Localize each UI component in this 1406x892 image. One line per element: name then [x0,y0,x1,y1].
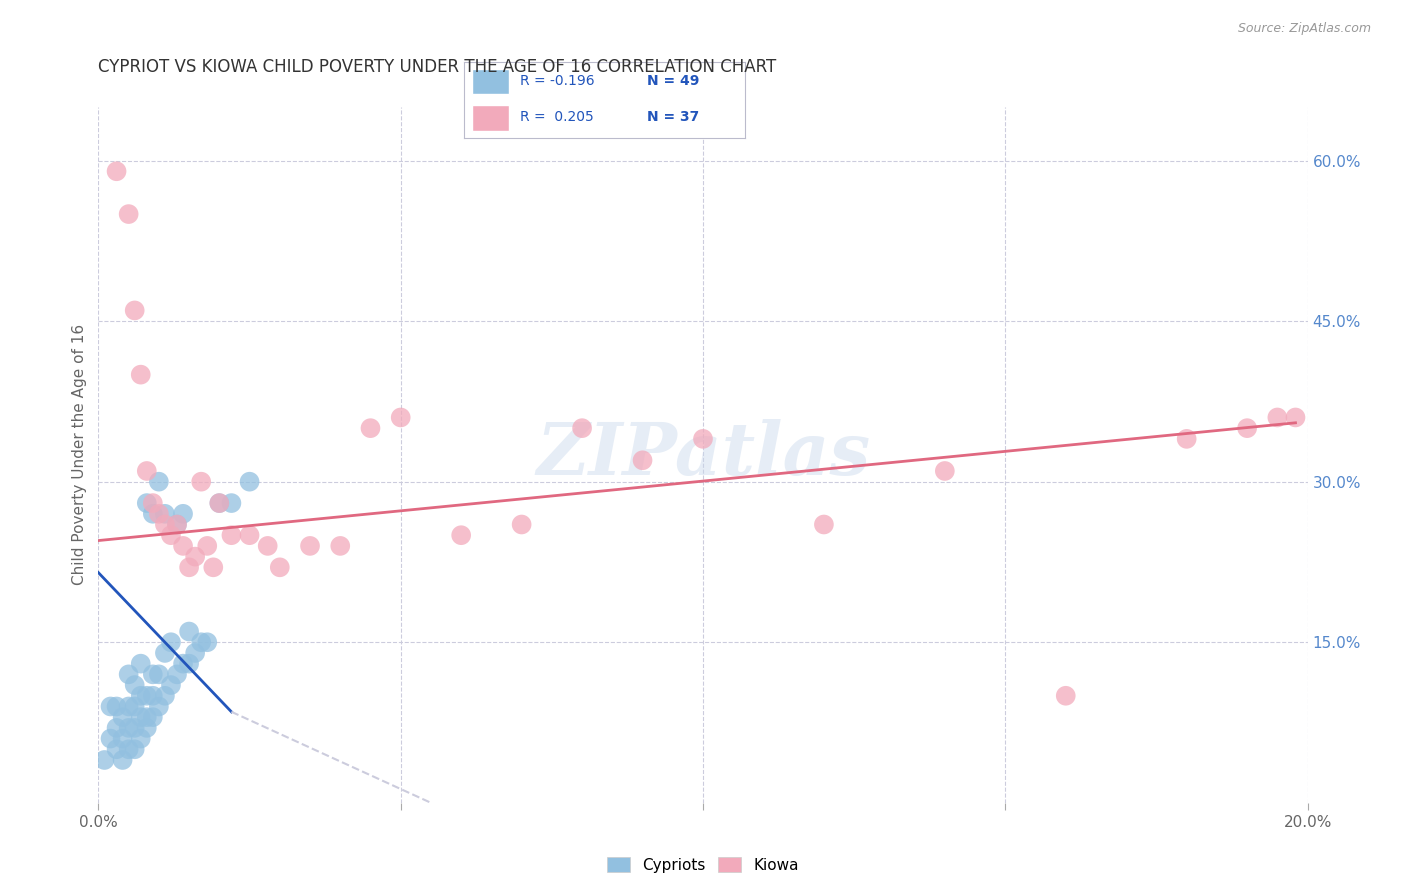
Point [124,303,146,318]
Point [142,667,165,681]
Point [172,539,194,553]
Point [135,496,157,510]
Point [190,635,212,649]
Point [135,464,157,478]
Point [153,517,176,532]
Point [221,528,243,542]
Point [239,528,262,542]
Point [166,667,188,681]
Point [179,624,201,639]
Point [124,721,146,735]
Point [1236,421,1258,435]
Point [510,517,533,532]
Point [118,742,141,756]
Point [129,689,152,703]
Point [118,207,141,221]
Point [124,678,146,692]
Point [1054,689,1077,703]
Point [148,475,170,489]
Point [111,731,134,746]
Point [124,742,146,756]
Point [813,517,835,532]
Y-axis label: Child Poverty Under the Age of 16: Child Poverty Under the Age of 16 [72,325,87,585]
Point [208,496,231,510]
Text: N = 49: N = 49 [647,74,699,88]
Point [148,699,170,714]
Point [190,475,212,489]
Point [692,432,714,446]
Point [571,421,593,435]
Point [153,507,176,521]
Point [105,699,128,714]
Point [172,507,194,521]
Point [1175,432,1198,446]
Point [100,699,122,714]
Point [934,464,956,478]
Point [111,710,134,724]
Point [179,657,201,671]
Point [1284,410,1306,425]
Point [153,689,176,703]
Point [135,710,157,724]
Point [160,635,183,649]
Point [105,721,128,735]
Point [256,539,278,553]
Point [129,368,152,382]
Point [202,560,225,574]
Point [631,453,654,467]
Point [389,410,412,425]
Point [118,699,141,714]
Point [179,560,201,574]
Point [195,635,218,649]
Text: R =  0.205: R = 0.205 [520,110,593,124]
Text: R = -0.196: R = -0.196 [520,74,595,88]
Point [129,710,152,724]
Point [239,475,262,489]
Point [184,646,207,660]
Point [148,507,170,521]
Point [166,517,188,532]
Point [100,731,122,746]
Point [142,507,165,521]
Point [118,667,141,681]
Legend: Cypriots, Kiowa: Cypriots, Kiowa [602,850,804,879]
Text: N = 37: N = 37 [647,110,699,124]
Point [148,667,170,681]
Point [450,528,472,542]
Text: CYPRIOT VS KIOWA CHILD POVERTY UNDER THE AGE OF 16 CORRELATION CHART: CYPRIOT VS KIOWA CHILD POVERTY UNDER THE… [98,58,776,76]
Point [166,517,188,532]
Point [153,646,176,660]
Point [208,496,231,510]
Point [142,710,165,724]
Point [269,560,291,574]
Point [160,678,183,692]
Point [142,496,165,510]
Bar [472,105,509,130]
Point [299,539,322,553]
Point [105,742,128,756]
Point [221,496,243,510]
Point [124,699,146,714]
Point [184,549,207,564]
Point [111,753,134,767]
Point [142,689,165,703]
Point [329,539,352,553]
Text: Source: ZipAtlas.com: Source: ZipAtlas.com [1237,22,1371,36]
Point [105,164,128,178]
Point [135,721,157,735]
Point [129,731,152,746]
Point [360,421,382,435]
Point [129,657,152,671]
Point [135,689,157,703]
Point [172,657,194,671]
Point [195,539,218,553]
Bar [472,69,509,95]
Point [93,753,115,767]
Point [1267,410,1289,425]
Point [118,721,141,735]
Point [160,528,183,542]
Text: ZIPatlas: ZIPatlas [536,419,870,491]
